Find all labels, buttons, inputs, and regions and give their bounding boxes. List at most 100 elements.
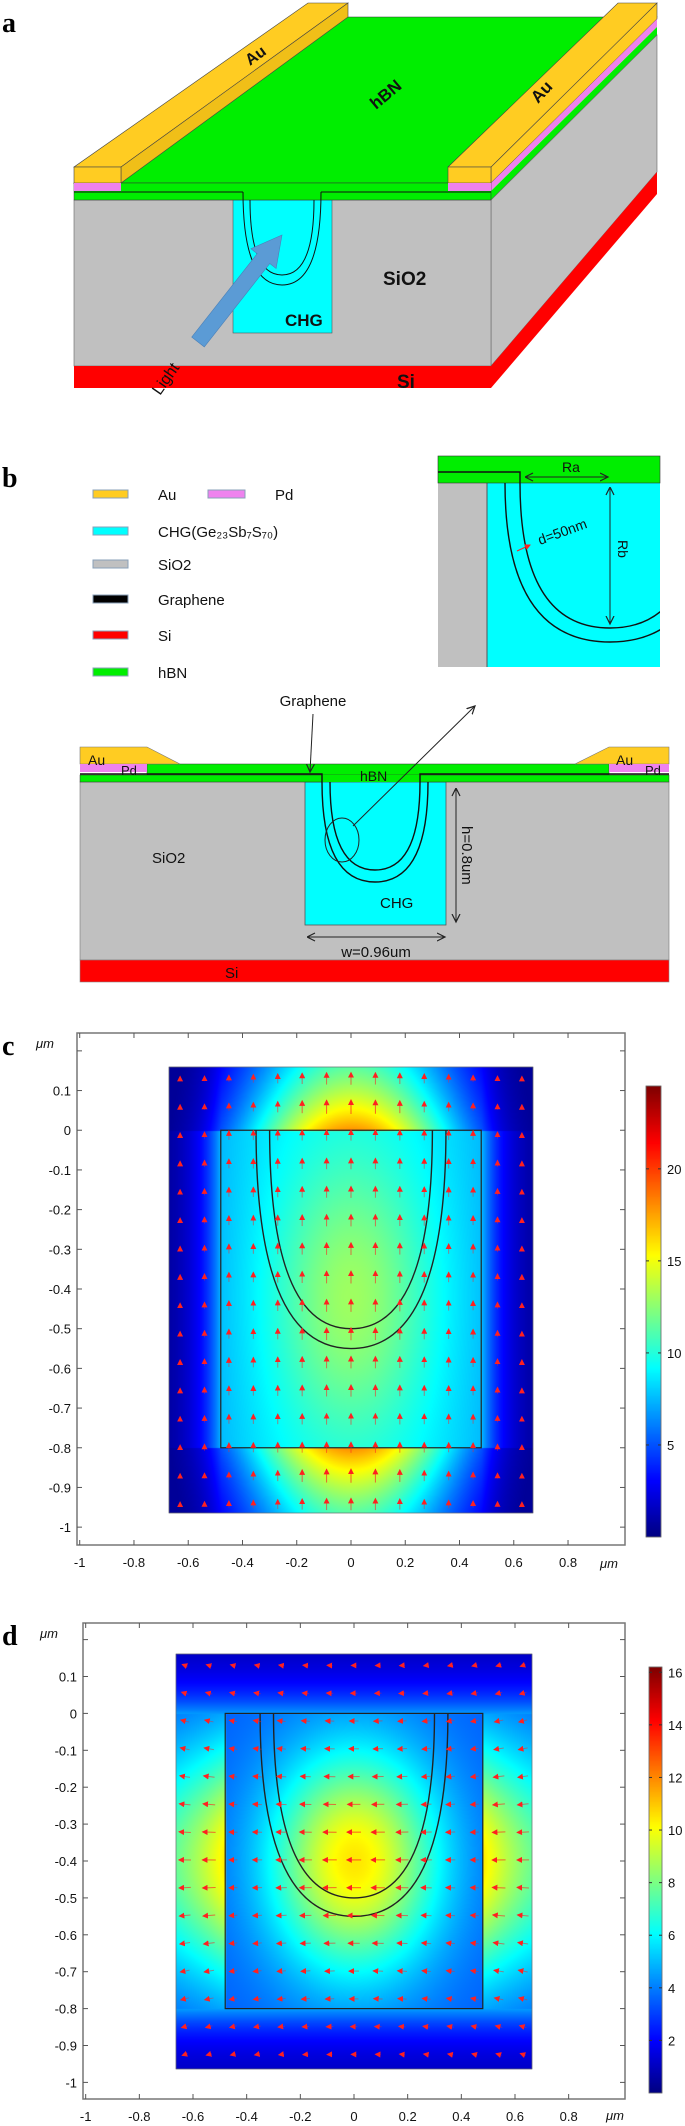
legend-item-pd: Pd — [207, 487, 293, 504]
graphene-curve — [259, 1713, 449, 1918]
field-arrow — [228, 1801, 238, 1808]
field-arrow — [178, 1912, 191, 1919]
pd-side-face — [491, 19, 657, 191]
field-arrow — [252, 1718, 262, 1725]
label-chg: CHG — [380, 895, 413, 912]
field-arrow — [421, 1717, 431, 1724]
field-arrow — [470, 2024, 479, 2030]
legend-swatch — [92, 526, 129, 536]
y-tick-label: -0.9 — [49, 1480, 71, 1495]
x-tick-label: 0.4 — [450, 1555, 468, 1570]
field-arrow — [202, 1773, 215, 1780]
thickness-arrow — [516, 544, 531, 552]
field-arrow — [204, 1690, 213, 1697]
y-tick-label: -0.2 — [49, 1203, 71, 1218]
legend-label: Graphene — [158, 592, 225, 609]
field-arrow — [469, 1773, 479, 1780]
zoom-pointer-arrow — [352, 706, 475, 827]
x-tick-label: 0.2 — [396, 1555, 414, 1570]
field-arrow — [491, 1884, 506, 1891]
field-arrow — [491, 1912, 506, 1919]
field-arrow — [252, 1940, 262, 1947]
field-arrow — [229, 2050, 237, 2057]
x-tick-label: -0.6 — [177, 1555, 199, 1570]
legend-label: Pd — [275, 487, 293, 504]
field-arrow — [398, 2051, 406, 2058]
field-arrow — [493, 1996, 504, 2002]
field-arrow — [228, 2023, 237, 2030]
pd-right-front — [448, 183, 491, 191]
field-arrow — [517, 1717, 528, 1724]
field-arrow — [493, 1968, 504, 1975]
zoom-ellipse — [324, 817, 360, 863]
field-arrow — [469, 1940, 479, 1947]
field-arrow — [228, 1940, 238, 1947]
y-tick-label: -1 — [65, 2075, 77, 2090]
graphene-pointer-arrow — [310, 713, 313, 772]
field-arrow — [252, 1745, 262, 1752]
si-side-face — [491, 172, 657, 388]
legend-swatch — [92, 559, 129, 569]
field-arrow — [178, 1940, 191, 1947]
x-tick-label: 0 — [350, 2109, 357, 2124]
colorbar-tick-label: 10 — [667, 1346, 681, 1361]
field-arrow — [205, 2050, 213, 2057]
field-arrow — [203, 1995, 214, 2002]
colorbar-tick-label: 15 — [667, 1254, 681, 1269]
field-arrow — [493, 1745, 504, 1752]
x-tick-label: -1 — [74, 1555, 86, 1570]
inset-graphene-top — [438, 471, 521, 483]
hbn-side-face — [491, 27, 657, 200]
legend-item-sio2: SiO2 — [92, 557, 191, 574]
field-arrow — [469, 1968, 479, 1975]
panel-c-field-plot: c μm μm 5 10 15 20 -1 -0.8 -0.6 -0.4 -0.2 0 0.2 0.4… — [2, 1031, 681, 1571]
legend-item-hbn: hBN — [92, 665, 187, 682]
field-arrow — [469, 1912, 479, 1919]
field-arrow — [202, 1912, 216, 1919]
field-arrow — [516, 1884, 529, 1891]
y-unit-label: μm — [35, 1036, 54, 1051]
chg-boundary — [220, 1129, 482, 1449]
field-arrow — [203, 1745, 215, 1752]
field-arrow — [445, 1968, 455, 1975]
field-arrow — [275, 1940, 287, 1947]
field-arrow — [420, 1940, 432, 1947]
field-arrow — [445, 1996, 455, 2002]
field-arrow — [492, 1773, 505, 1780]
y-tick-label: 0 — [64, 1123, 71, 1138]
legend-item-graphene: Graphene — [92, 592, 225, 609]
si-front — [74, 366, 491, 388]
field-arrow — [493, 1717, 504, 1724]
field-arrow — [446, 1662, 454, 1668]
field-arrow — [300, 1995, 310, 2002]
si-layer — [79, 959, 670, 983]
field-arrow — [181, 2050, 188, 2057]
field-arrow — [228, 1912, 238, 1919]
field-arrow — [495, 2052, 502, 2058]
field-arrow — [276, 1995, 286, 2002]
field-arrow — [445, 1717, 455, 1724]
x-unit-label: μm — [599, 1556, 618, 1571]
field-arrow — [445, 1745, 455, 1752]
label-au-right: Au — [616, 752, 633, 768]
label-pd-right: Pd — [645, 763, 661, 778]
field-arrow — [203, 1718, 214, 1725]
field-arrow — [179, 1745, 190, 1752]
y-tick-label: -0.1 — [55, 1743, 77, 1758]
field-arrow — [516, 1829, 529, 1836]
y-tick-label: -0.7 — [49, 1401, 71, 1416]
simulation-domain — [175, 1653, 533, 2070]
graphene-curve-outer — [321, 781, 429, 883]
field-arrow — [446, 2051, 454, 2058]
y-tick-label: -0.5 — [49, 1322, 71, 1337]
label-w: w=0.96um — [340, 944, 411, 961]
legend-label: SiO2 — [158, 557, 191, 574]
field-arrow — [252, 1995, 262, 2002]
field-arrow — [471, 1661, 478, 1668]
field-arrow — [204, 2023, 213, 2030]
label-sio2: SiO2 — [383, 269, 426, 290]
label-graphene: Graphene — [280, 693, 347, 710]
field-arrow — [203, 1968, 215, 1975]
